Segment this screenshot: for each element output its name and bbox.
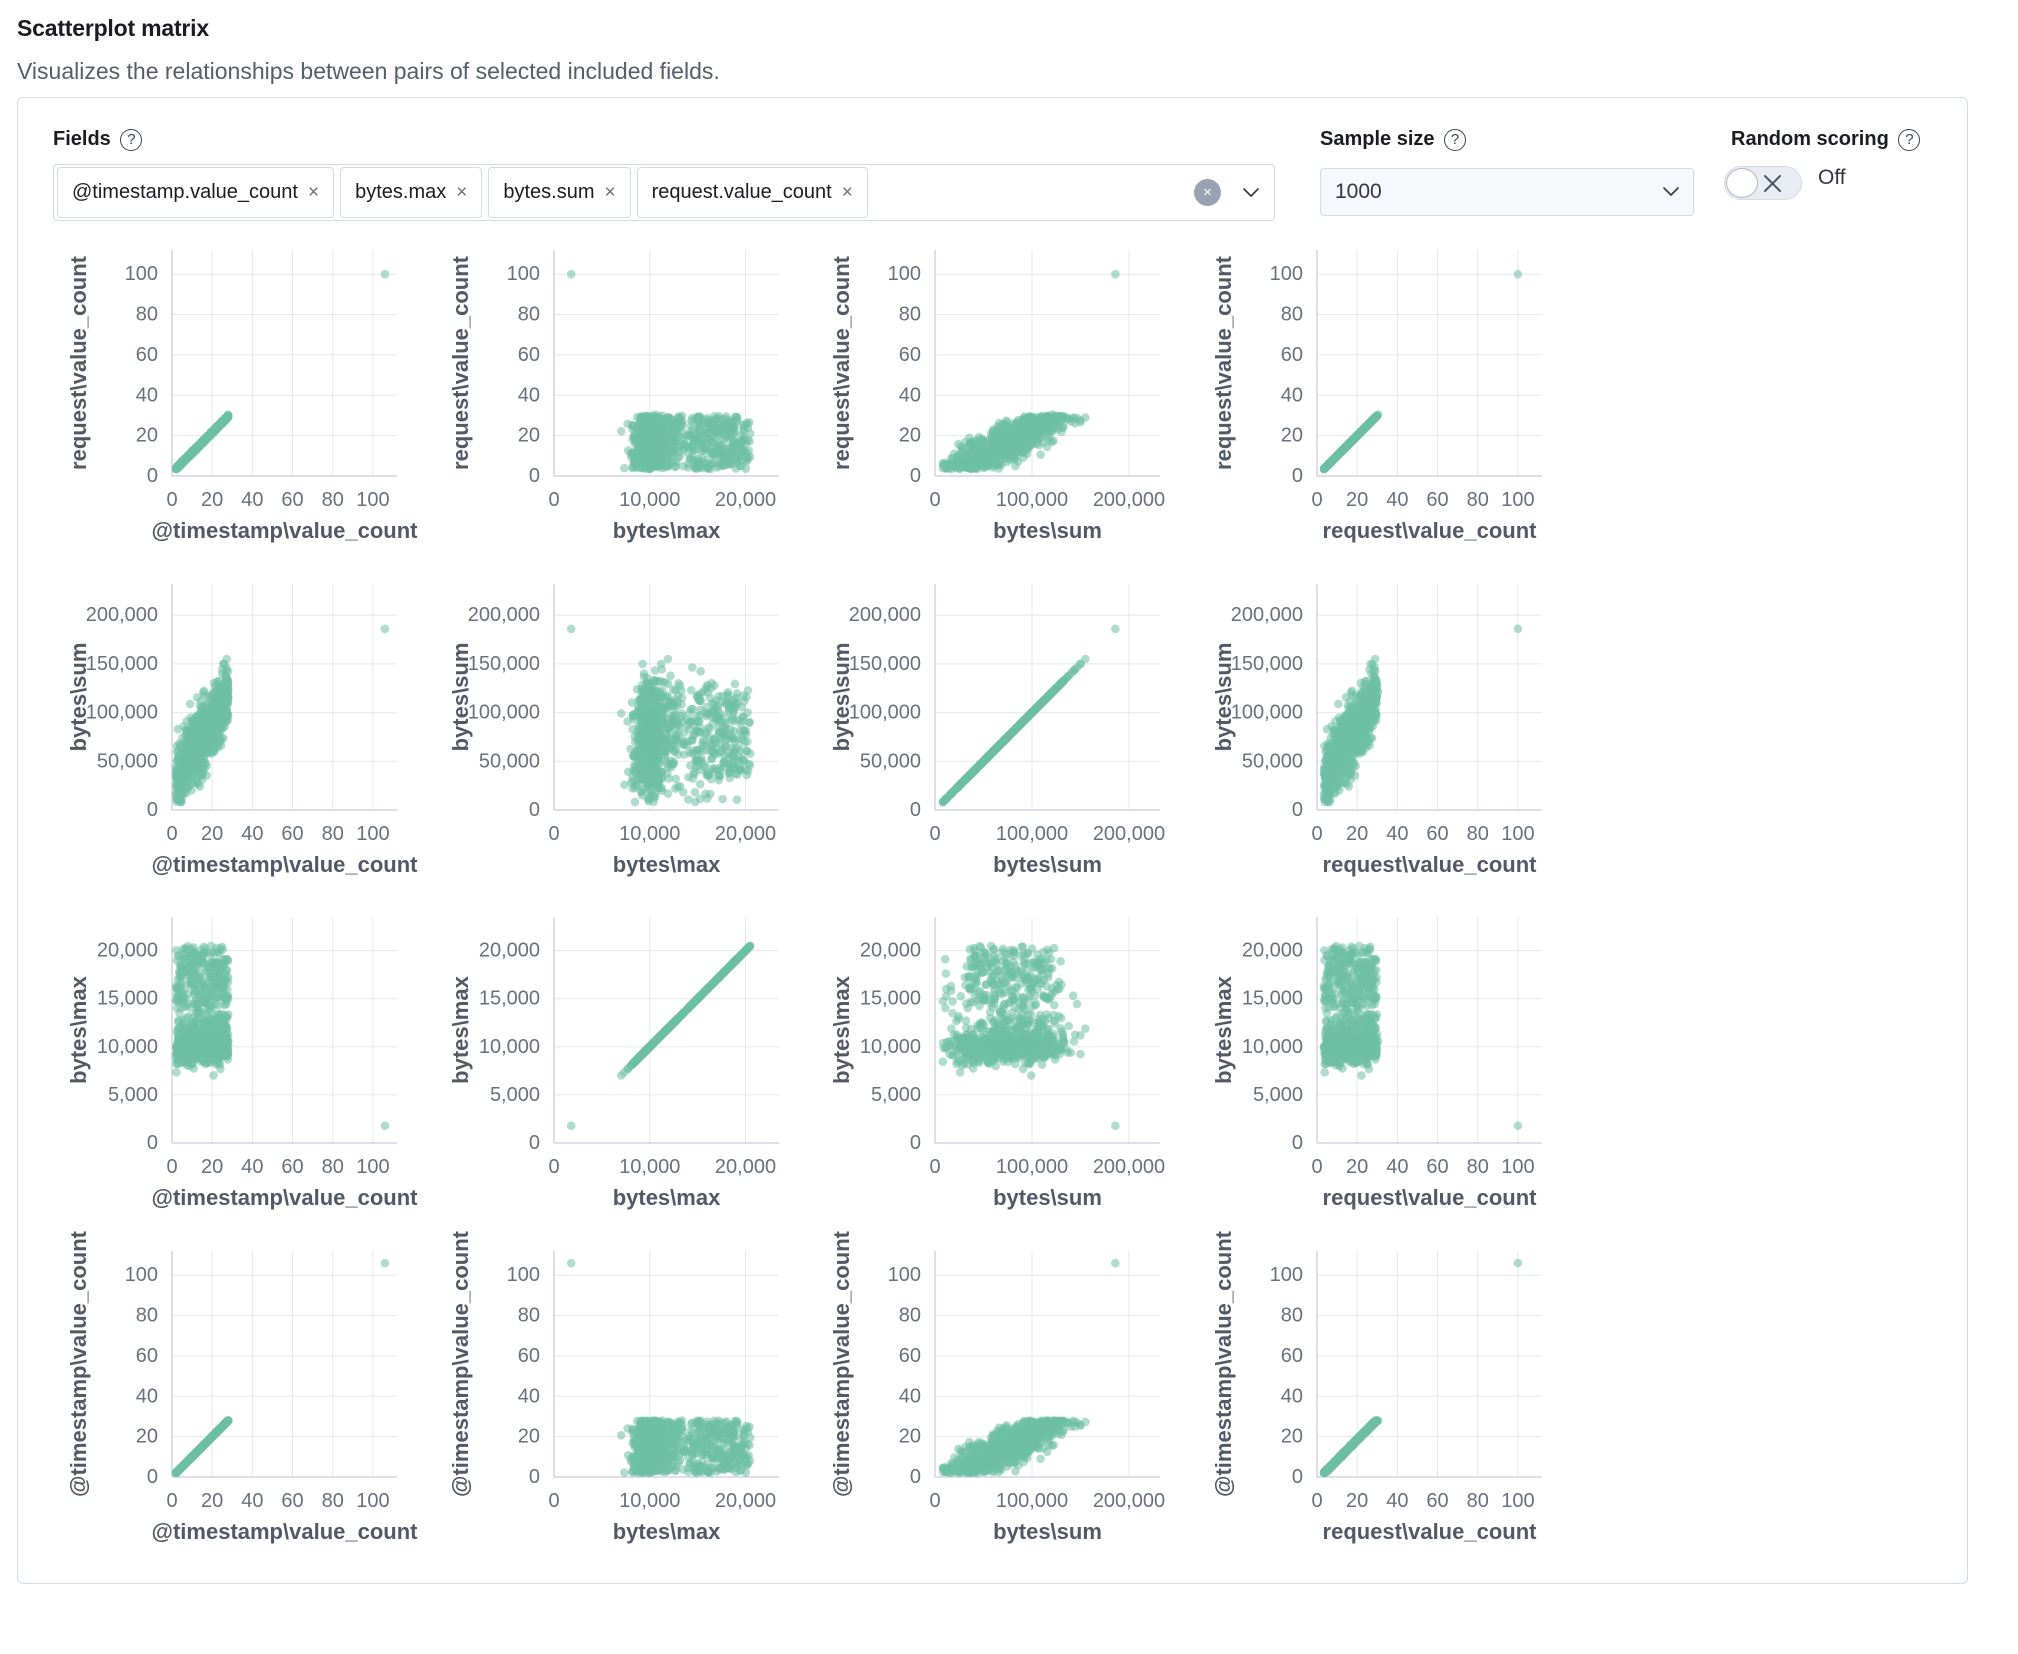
svg-text:80: 80 [136,304,158,326]
svg-text:60: 60 [281,823,303,845]
svg-text:20,000: 20,000 [714,489,775,511]
svg-text:100: 100 [356,823,389,845]
svg-text:100,000: 100,000 [467,701,539,723]
svg-text:@timestamp\value_count: @timestamp\value_count [152,852,419,877]
svg-text:60: 60 [136,344,158,366]
svg-text:100: 100 [506,263,539,285]
svg-text:80: 80 [517,304,539,326]
svg-text:request\value_count: request\value_count [1211,255,1236,470]
svg-text:80: 80 [322,489,344,511]
svg-text:0: 0 [528,465,539,487]
svg-text:100: 100 [1269,263,1302,285]
svg-text:0: 0 [929,489,940,511]
svg-text:100: 100 [1501,489,1534,511]
svg-text:0: 0 [528,799,539,821]
svg-text:80: 80 [1280,304,1302,326]
svg-text:@timestamp\value_count: @timestamp\value_count [152,518,419,543]
svg-text:40: 40 [517,384,539,406]
svg-text:80: 80 [1466,489,1488,511]
svg-text:10,000: 10,000 [619,823,680,845]
svg-text:40: 40 [136,384,158,406]
svg-text:40: 40 [241,489,263,511]
svg-text:bytes\sum: bytes\sum [66,642,91,751]
svg-text:10,000: 10,000 [619,489,680,511]
svg-text:200,000: 200,000 [86,604,158,626]
svg-text:150,000: 150,000 [467,652,539,674]
svg-text:0: 0 [548,823,559,845]
svg-text:bytes\max: bytes\max [612,518,720,543]
svg-text:20: 20 [201,823,223,845]
svg-text:200,000: 200,000 [467,604,539,626]
svg-text:0: 0 [147,465,158,487]
svg-text:60: 60 [899,344,921,366]
svg-text:0: 0 [1291,465,1302,487]
svg-text:60: 60 [1280,344,1302,366]
svg-text:20: 20 [517,425,539,447]
svg-text:50,000: 50,000 [478,750,539,772]
svg-text:40: 40 [1386,489,1408,511]
svg-text:20: 20 [201,489,223,511]
svg-text:20: 20 [899,425,921,447]
svg-text:0: 0 [147,799,158,821]
svg-text:request\value_count: request\value_count [66,255,91,470]
svg-text:60: 60 [1426,489,1448,511]
svg-text:40: 40 [899,384,921,406]
svg-text:100: 100 [888,263,921,285]
svg-text:200,000: 200,000 [1093,489,1165,511]
svg-text:100: 100 [125,263,158,285]
svg-text:80: 80 [322,823,344,845]
svg-text:bytes\sum: bytes\sum [993,518,1102,543]
svg-text:40: 40 [1280,384,1302,406]
svg-text:request\value_count: request\value_count [1322,518,1537,543]
svg-text:100: 100 [356,489,389,511]
svg-text:0: 0 [1311,489,1322,511]
svg-text:request\value_count: request\value_count [448,255,473,470]
svg-text:20: 20 [1280,425,1302,447]
svg-text:50,000: 50,000 [97,750,158,772]
svg-text:150,000: 150,000 [86,652,158,674]
svg-text:80: 80 [899,304,921,326]
svg-text:request\value_count: request\value_count [829,255,854,470]
svg-text:60: 60 [281,489,303,511]
svg-text:0: 0 [548,489,559,511]
svg-text:100,000: 100,000 [996,489,1068,511]
svg-text:0: 0 [166,489,177,511]
svg-text:0: 0 [166,823,177,845]
svg-text:100,000: 100,000 [86,701,158,723]
svg-text:40: 40 [241,823,263,845]
svg-text:20,000: 20,000 [714,823,775,845]
svg-text:0: 0 [910,465,921,487]
svg-text:60: 60 [517,344,539,366]
svg-text:20: 20 [136,425,158,447]
svg-text:20: 20 [1346,489,1368,511]
